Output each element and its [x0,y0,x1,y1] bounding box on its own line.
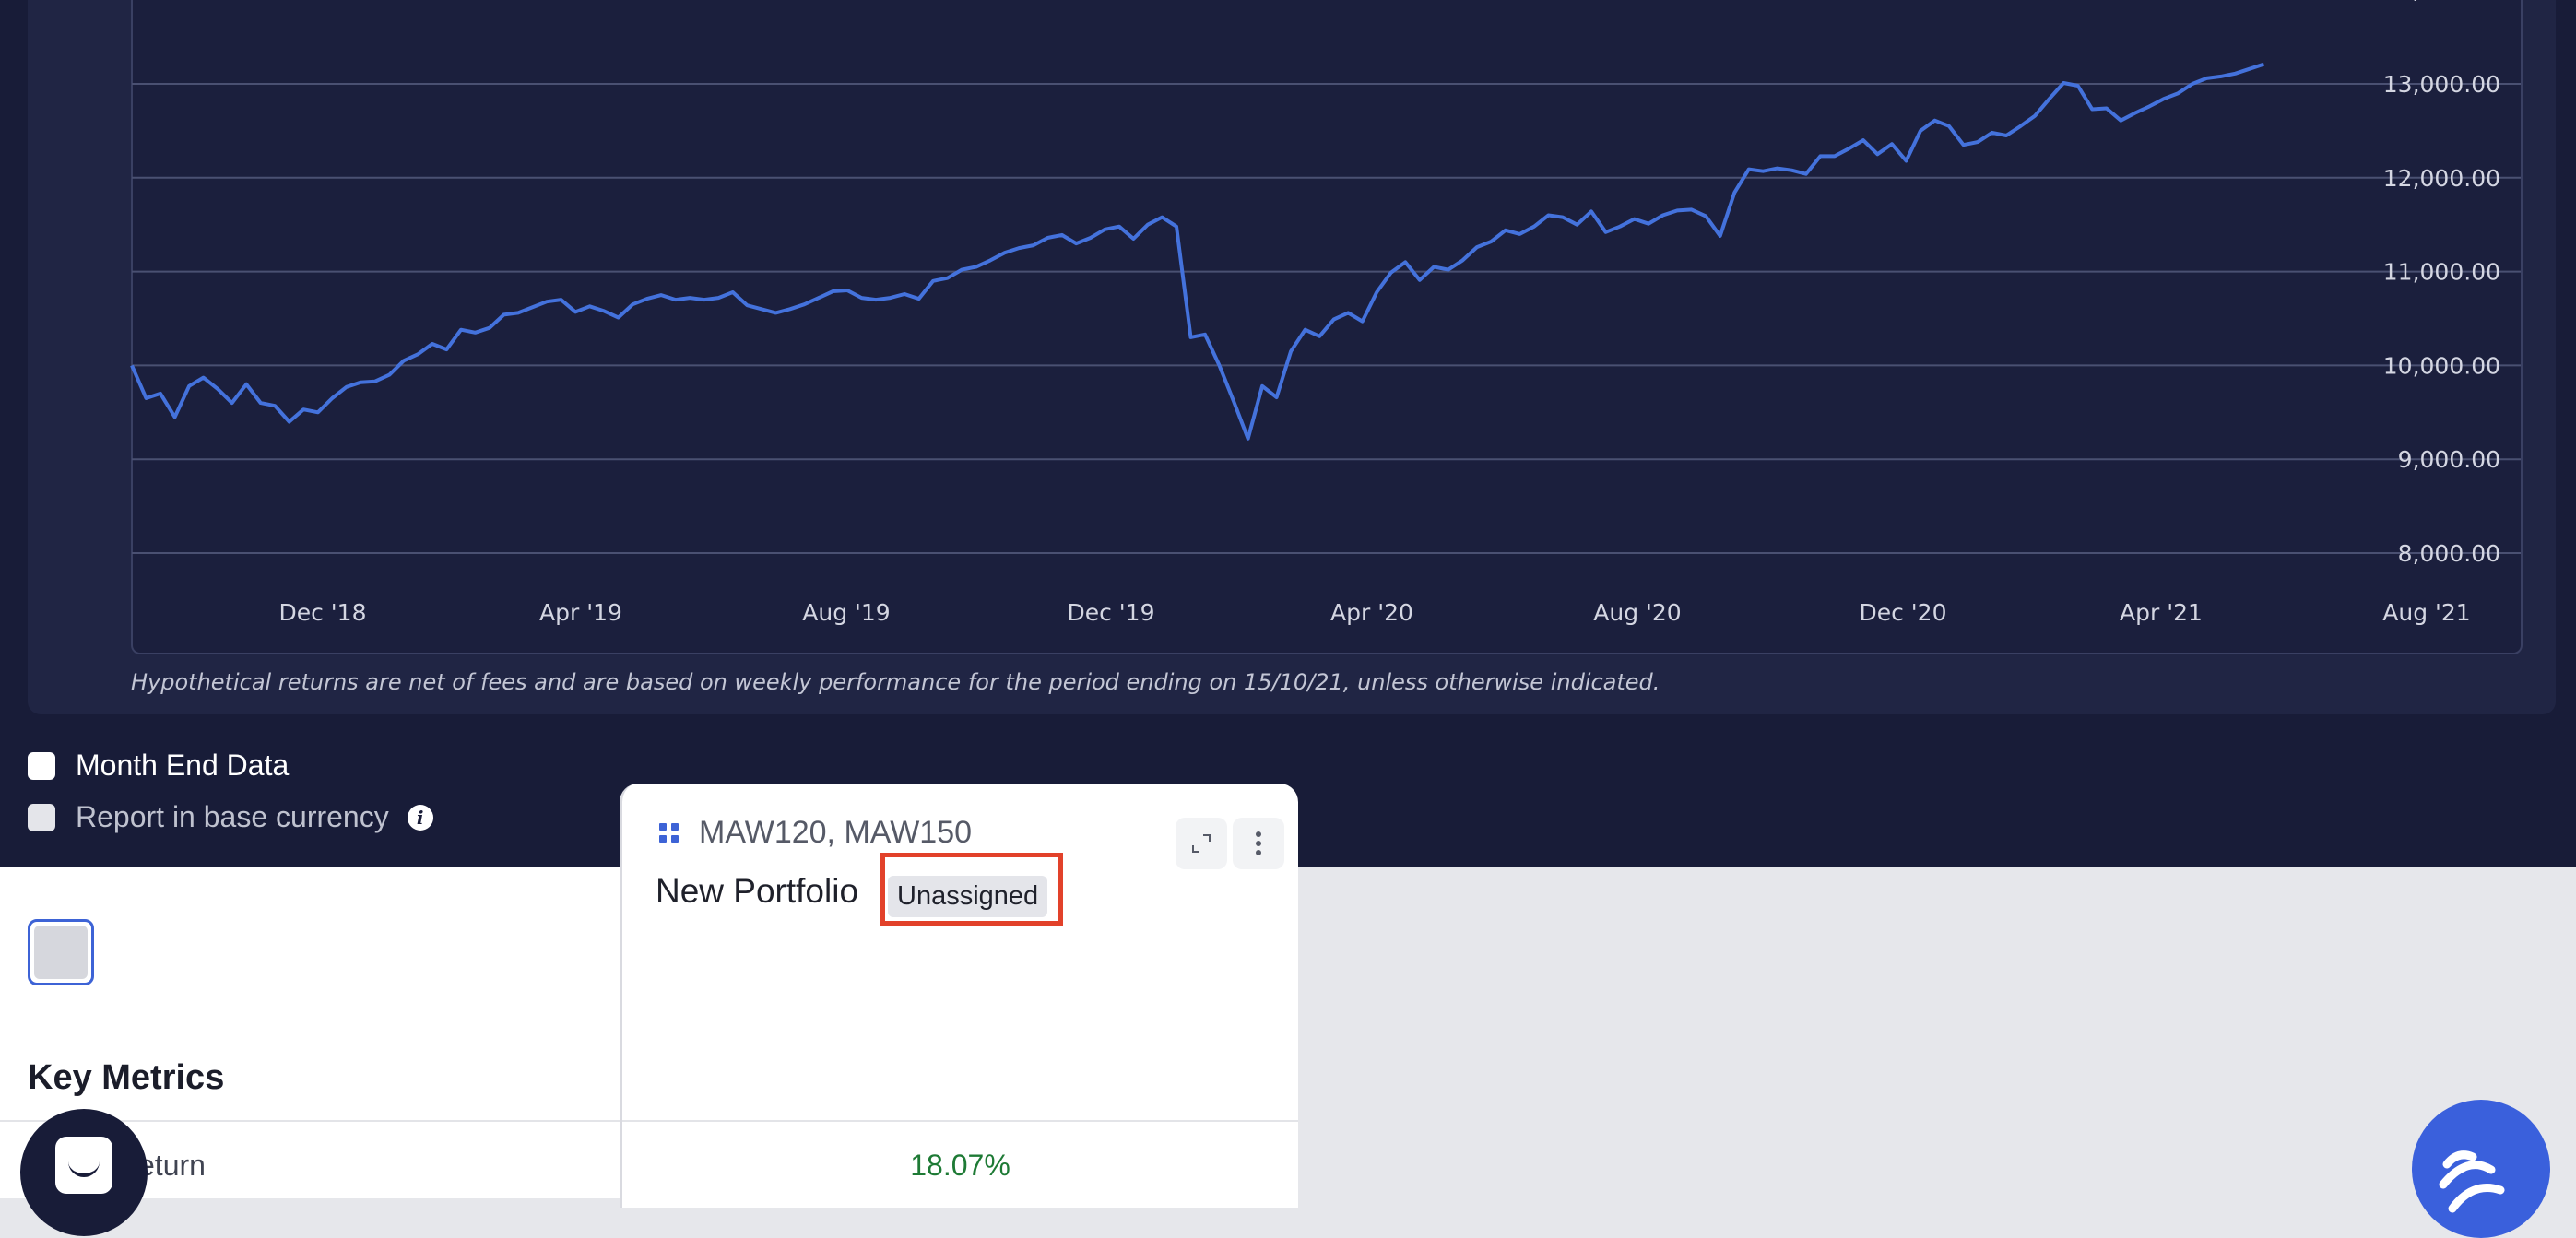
x-tick-label: Dec '20 [1859,599,1946,626]
chart-gridlines [132,83,2521,554]
x-tick-label: Dec '18 [278,599,366,626]
x-axis-ticks: Dec '18 Apr '19 Aug '19 Dec '19 Apr '20 Aug '… [278,599,2470,626]
month-end-option[interactable]: Month End Data [28,749,289,783]
info-icon[interactable]: i [407,804,433,831]
base-currency-option[interactable]: Report in base currency i [28,800,433,834]
base-currency-checkbox[interactable] [28,803,55,831]
y-tick-label: 12,000.00 [2383,165,2500,192]
series-line [130,62,2265,441]
x-tick-label: Dec '19 [1067,599,1154,626]
x-tick-label: Apr '21 [2120,599,2203,626]
chart-series [130,62,2265,441]
y-tick-label: 9,000.00 [2398,446,2500,473]
expand-button[interactable] [1176,818,1227,869]
card-tickers: MAW120, MAW150 [659,815,972,851]
divider [622,1120,1298,1122]
x-tick-label: Aug '21 [2382,599,2470,626]
y-tick-label: 8,000.00 [2398,540,2500,567]
base-currency-label: Report in base currency [76,800,389,833]
chart-disclaimer: Hypothetical returns are net of fees and… [131,669,1660,695]
y-tick-label: 14,000.00 [2383,0,2500,4]
expand-icon [1192,834,1211,853]
month-end-label: Month End Data [76,749,290,782]
highlight-annotation [880,853,1063,926]
status-badge: Unassigned [888,876,1048,917]
portfolio-card[interactable]: MAW120, MAW150 New Portfolio Unassigned … [620,784,1298,1208]
performance-line-chart: 8,000.00 9,000.00 10,000.00 11,000.00 12,000… [130,0,2521,626]
return-label: eturn [138,1149,206,1182]
assistant-button[interactable] [2412,1100,2550,1238]
month-end-checkbox[interactable] [28,751,55,780]
x-tick-label: Aug '19 [802,599,890,626]
more-vertical-icon [1256,831,1261,855]
divider [0,1120,620,1122]
return-value: 18.07% [910,1149,1010,1182]
y-axis-ticks: 8,000.00 9,000.00 10,000.00 11,000.00 12,000… [2383,0,2500,567]
x-tick-label: Apr '20 [1330,599,1413,626]
drag-handle-icon[interactable] [659,823,679,843]
y-tick-label: 11,000.00 [2383,259,2500,286]
portfolio-name[interactable]: New Portfolio [656,872,859,910]
y-tick-label: 13,000.00 [2383,71,2500,98]
x-tick-label: Aug '20 [1593,599,1681,626]
y-tick-label: 10,000.00 [2383,352,2500,379]
x-tick-label: Apr '19 [539,599,622,626]
chat-button[interactable] [20,1109,148,1236]
assistant-icon [2439,1150,2505,1213]
performance-section: 8,000.00 9,000.00 10,000.00 11,000.00 12,000… [0,0,2576,867]
more-button[interactable] [1233,818,1284,869]
chat-icon [55,1137,112,1194]
select-all-checkbox[interactable] [28,919,94,985]
key-metrics-heading: Key Metrics [28,1058,225,1097]
tickers-text: MAW120, MAW150 [699,815,973,850]
